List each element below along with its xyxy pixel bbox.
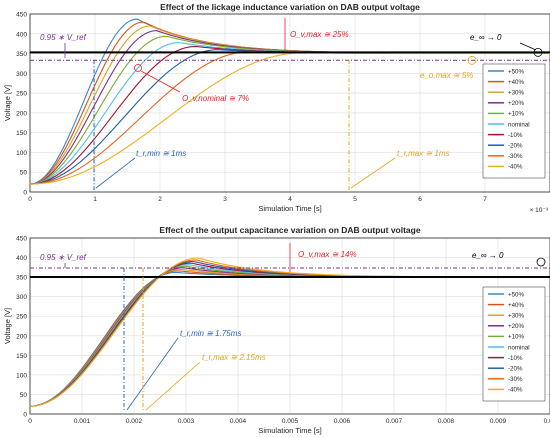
y-tick-label: 50 — [20, 392, 28, 399]
annotation-ov-nominal: O_v,nominal ≅ 7% — [182, 94, 249, 103]
arrow-nominal — [140, 70, 181, 93]
legend-entry: +10% — [508, 111, 524, 118]
legend-entry: -10% — [508, 132, 523, 139]
y-axis-label: Voltage [V] — [3, 308, 12, 344]
plot-area — [29, 237, 550, 415]
chart-title: Effect of the output capacitance variati… — [159, 225, 420, 235]
x-axis-label: Simulation Time [s] — [258, 204, 321, 213]
legend: +50% +40% +30% +20% +10% nominal -10% -20% -30% -… — [482, 63, 546, 179]
y-tick-label: 100 — [16, 372, 27, 379]
y-tick-label: 200 — [16, 110, 27, 117]
x-tick-label: 3 — [223, 196, 227, 203]
x-axis-label: Simulation Time [s] — [258, 426, 321, 435]
annotation-eo-max: e_o,max ≅ 5% — [420, 71, 473, 80]
series-line--40% — [29, 52, 550, 185]
legend-entry: -30% — [508, 153, 523, 160]
eo-max-marker — [467, 55, 477, 65]
y-tick-label: 50 — [20, 170, 28, 177]
annotation-tr-max: t_r,max ≅ 1ms — [397, 149, 450, 158]
x-tick-label: 5 — [353, 196, 357, 203]
y-tick-label: 150 — [16, 353, 27, 360]
x-tick-label: 0.006 — [334, 418, 351, 425]
legend-entry: +30% — [508, 313, 524, 320]
legend-entry: +10% — [508, 334, 524, 341]
chart-leakage-inductance: Effect of the lickage inductance variati… — [3, 2, 550, 214]
y-tick-label: 450 — [16, 236, 27, 243]
x-tick-label: 7 — [483, 196, 487, 203]
x-tick-label: 6 — [418, 196, 422, 203]
legend: +50% +40% +30% +20% +10% nominal -10% -20% -30% -… — [482, 286, 546, 402]
y-tick-label: 350 — [16, 275, 27, 282]
nominal-peak-marker — [134, 64, 142, 72]
legend-entry: -40% — [508, 164, 523, 171]
y-axis-label: Voltage [V] — [3, 85, 12, 121]
legend-entry: +40% — [508, 302, 524, 309]
x-tick-label: 0.002 — [126, 418, 143, 425]
annotation-tr-min: t_r,min ≅ 1.75ms — [180, 329, 241, 338]
annotation-ov-max: O_v,max ≅ 14% — [298, 250, 357, 259]
plot-area — [29, 13, 550, 193]
legend-box — [482, 63, 546, 179]
legend-entry: nominal — [508, 344, 530, 351]
legend-entry: +50% — [508, 291, 524, 298]
y-tick-label: 100 — [16, 150, 27, 157]
legend-entry: +20% — [508, 100, 524, 107]
x-tick-label: 0.005 — [282, 418, 299, 425]
arrow-tr-max — [145, 361, 201, 411]
legend-entry: -20% — [508, 366, 523, 373]
annotation-e-inf: e_∞ → 0 — [470, 33, 502, 42]
x-tick-label: 0.001 — [74, 418, 91, 425]
legend-entry: -30% — [508, 376, 523, 383]
legend-box — [482, 286, 546, 402]
x-tick-label: 1 — [93, 196, 97, 203]
y-tick-label: 350 — [16, 51, 27, 58]
y-tick-label: 300 — [16, 71, 27, 78]
x-tick-label: 0.004 — [230, 418, 247, 425]
legend-entry: +20% — [508, 323, 524, 330]
chart-output-capacitance: Effect of the output capacitance variati… — [3, 225, 550, 435]
e-inf-marker — [533, 48, 543, 57]
chart-title: Effect of the lickage inductance variati… — [160, 2, 420, 12]
annotation-095-vref: 0.95 ∗ V_ref — [40, 33, 87, 42]
y-tick-label: 250 — [16, 91, 27, 98]
legend-entry: nominal — [508, 121, 530, 128]
x-tick-label: 0 — [28, 418, 32, 425]
arrow-tr-min — [126, 337, 179, 411]
arrow-tr-max — [350, 157, 396, 189]
annotation-ov-max: O_v,max ≅ 25% — [290, 30, 349, 39]
y-tick-label: 450 — [16, 12, 27, 19]
x-tick-label: 0.01 — [544, 418, 550, 425]
legend-entry: +30% — [508, 90, 524, 97]
annotation-tr-min: t_r,min ≅ 1ms — [136, 149, 186, 158]
x-tick-label: 0 — [28, 196, 32, 203]
x-tick-label: 0.007 — [386, 418, 403, 425]
legend-entry: -20% — [508, 143, 523, 150]
legend-entry: +40% — [508, 79, 524, 86]
y-tick-label: 0 — [23, 412, 27, 419]
x-tick-label: 0.008 — [438, 418, 455, 425]
annotation-tr-max: t_r,max ≅ 2.15ms — [202, 353, 266, 362]
x-axis-multiplier: × 10⁻³ — [530, 207, 549, 214]
arrow-e-inf — [519, 42, 537, 51]
y-tick-label: 150 — [16, 130, 27, 137]
y-tick-label: 300 — [16, 294, 27, 301]
y-tick-label: 200 — [16, 333, 27, 340]
x-tick-label: 2 — [158, 196, 162, 203]
e-inf-marker — [536, 257, 546, 267]
legend-entry: +50% — [508, 68, 524, 75]
arrow-tr-min — [95, 157, 136, 189]
annotation-095-vref: 0.95 ∗ V_ref — [40, 253, 87, 262]
x-tick-label: 0.009 — [490, 418, 507, 425]
y-tick-label: 400 — [16, 31, 27, 38]
x-tick-label: 0.003 — [178, 418, 195, 425]
legend-entry: -10% — [508, 355, 523, 362]
y-tick-label: 250 — [16, 314, 27, 321]
x-tick-label: 4 — [288, 196, 292, 203]
annotation-e-inf: e_∞ → 0 — [472, 251, 504, 260]
y-tick-label: 400 — [16, 255, 27, 262]
y-tick-label: 0 — [23, 190, 27, 197]
legend-entry: -40% — [508, 387, 523, 394]
